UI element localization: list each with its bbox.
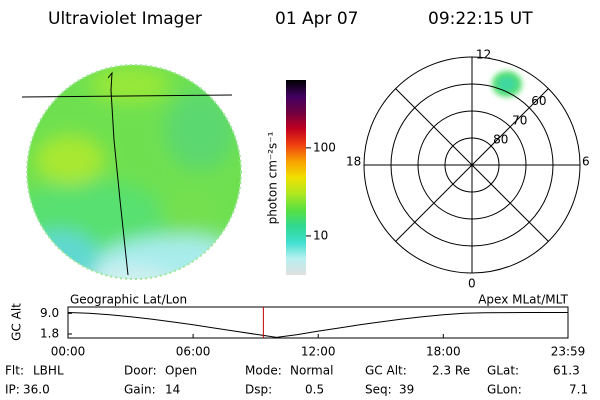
- field-value: 2.3 Re: [432, 364, 470, 378]
- lat-ring: [444, 137, 500, 193]
- field-value: 14: [165, 383, 180, 397]
- field-label: Dsp:: [245, 383, 272, 397]
- lat-ring: [390, 83, 554, 247]
- x-tick-label: 23:59: [551, 345, 586, 359]
- lat-ring-label: 80: [493, 132, 508, 146]
- y-axis-label: GC Alt: [10, 303, 24, 341]
- lat-line: [21, 94, 233, 98]
- field-label: GC Alt:: [365, 364, 407, 378]
- mlt-label: 0: [468, 277, 476, 291]
- field-value: 0.5: [305, 383, 324, 397]
- axis-line: [395, 88, 549, 242]
- field-value: Normal: [290, 364, 333, 378]
- mlt-label: 6: [582, 155, 590, 169]
- time: 09:22:15 UT: [428, 9, 533, 29]
- left-label: Geographic Lat/Lon: [70, 293, 187, 307]
- field-label: Door:: [124, 364, 157, 378]
- right-label: Apex MLat/MLT: [478, 293, 568, 307]
- field-label: GLon:: [487, 383, 522, 397]
- colorbar-label: photon cm⁻²s⁻¹: [266, 131, 280, 224]
- y-tick-label: 1.8: [40, 326, 59, 340]
- altitude-line: [67, 312, 568, 338]
- field-label: Mode:: [245, 364, 282, 378]
- aurora-core: [497, 76, 517, 92]
- x-tick-label: 18:00: [426, 345, 461, 359]
- field-label: GLat:: [487, 364, 519, 378]
- field-label: Flt:: [5, 364, 24, 378]
- lat-ring: [417, 110, 527, 220]
- lat-ring-label: 70: [512, 113, 527, 127]
- field-value: LBHL: [33, 364, 64, 378]
- colorbar: [286, 80, 306, 275]
- mlt-label: 18: [346, 155, 361, 169]
- field-value: 36.0: [23, 383, 50, 397]
- field-value: Open: [165, 364, 197, 378]
- instrument: Ultraviolet Imager: [48, 9, 202, 29]
- field-value: 61.3: [553, 364, 580, 378]
- colorbar-tick-label: 10: [313, 228, 328, 242]
- date: 01 Apr 07: [275, 9, 358, 29]
- polar-plot: 12 18 6 0 60 70 80: [346, 48, 590, 291]
- colorbar-tick-label: 100: [313, 140, 336, 154]
- mlt-label: 12: [476, 48, 491, 62]
- disk-edge: [26, 64, 242, 280]
- field-label: Seq:: [365, 383, 392, 397]
- lat-ring-label: 60: [531, 94, 546, 108]
- field-label: IP:: [5, 383, 20, 397]
- x-tick-label: 00:00: [51, 345, 86, 359]
- x-tick-label: 12:00: [301, 345, 336, 359]
- lon-line: [107, 71, 129, 276]
- field-value: 7.1: [569, 383, 588, 397]
- x-tick-label: 06:00: [176, 345, 211, 359]
- field-value: 39: [399, 383, 414, 397]
- y-tick-label: 9.0: [40, 306, 59, 320]
- field-label: Gain:: [124, 383, 156, 397]
